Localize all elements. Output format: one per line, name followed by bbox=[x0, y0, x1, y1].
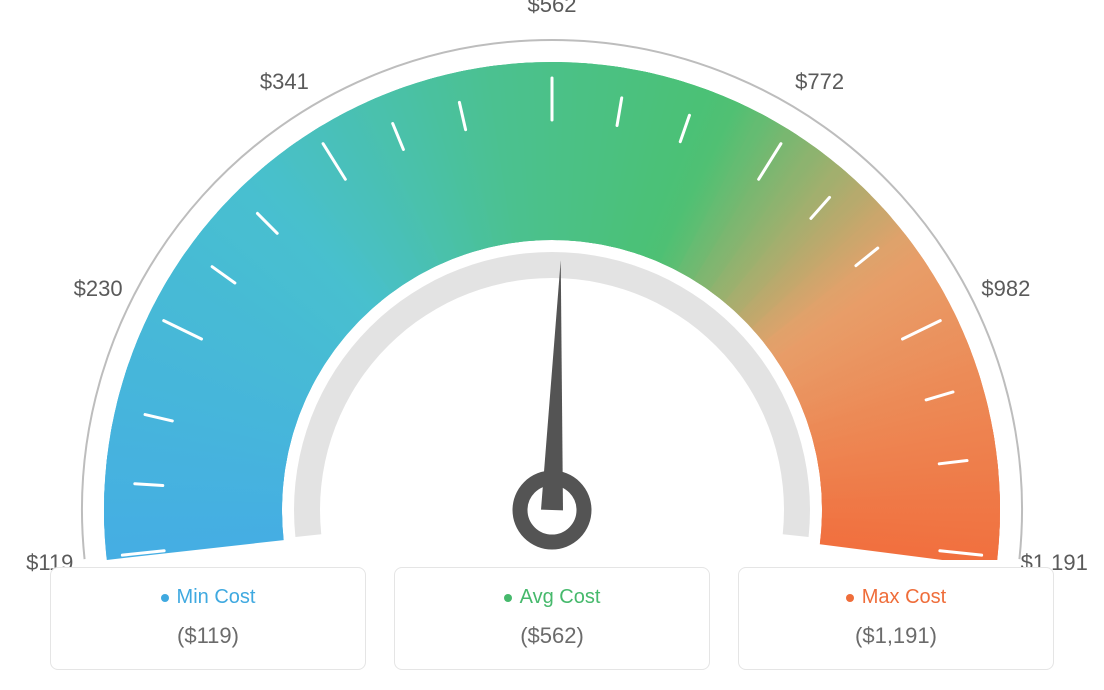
gauge-chart: $119$230$341$562$772$982$1,191 bbox=[0, 0, 1104, 560]
gauge-svg bbox=[0, 0, 1104, 560]
min-cost-card: Min Cost ($119) bbox=[50, 567, 366, 670]
gauge-tick-label: $772 bbox=[795, 69, 844, 95]
avg-cost-label: Avg Cost bbox=[504, 586, 601, 609]
min-cost-value: ($119) bbox=[71, 623, 345, 649]
max-cost-label: Max Cost bbox=[846, 586, 946, 609]
max-cost-card: Max Cost ($1,191) bbox=[738, 567, 1054, 670]
avg-cost-value: ($562) bbox=[415, 623, 689, 649]
gauge-tick-label: $341 bbox=[260, 69, 309, 95]
min-cost-label: Min Cost bbox=[161, 586, 256, 609]
gauge-tick-label: $562 bbox=[528, 0, 577, 18]
avg-cost-card: Avg Cost ($562) bbox=[394, 567, 710, 670]
cost-cards-row: Min Cost ($119) Avg Cost ($562) Max Cost… bbox=[50, 567, 1054, 670]
gauge-tick-label: $982 bbox=[981, 276, 1030, 302]
gauge-tick-label: $230 bbox=[74, 276, 123, 302]
max-cost-value: ($1,191) bbox=[759, 623, 1033, 649]
